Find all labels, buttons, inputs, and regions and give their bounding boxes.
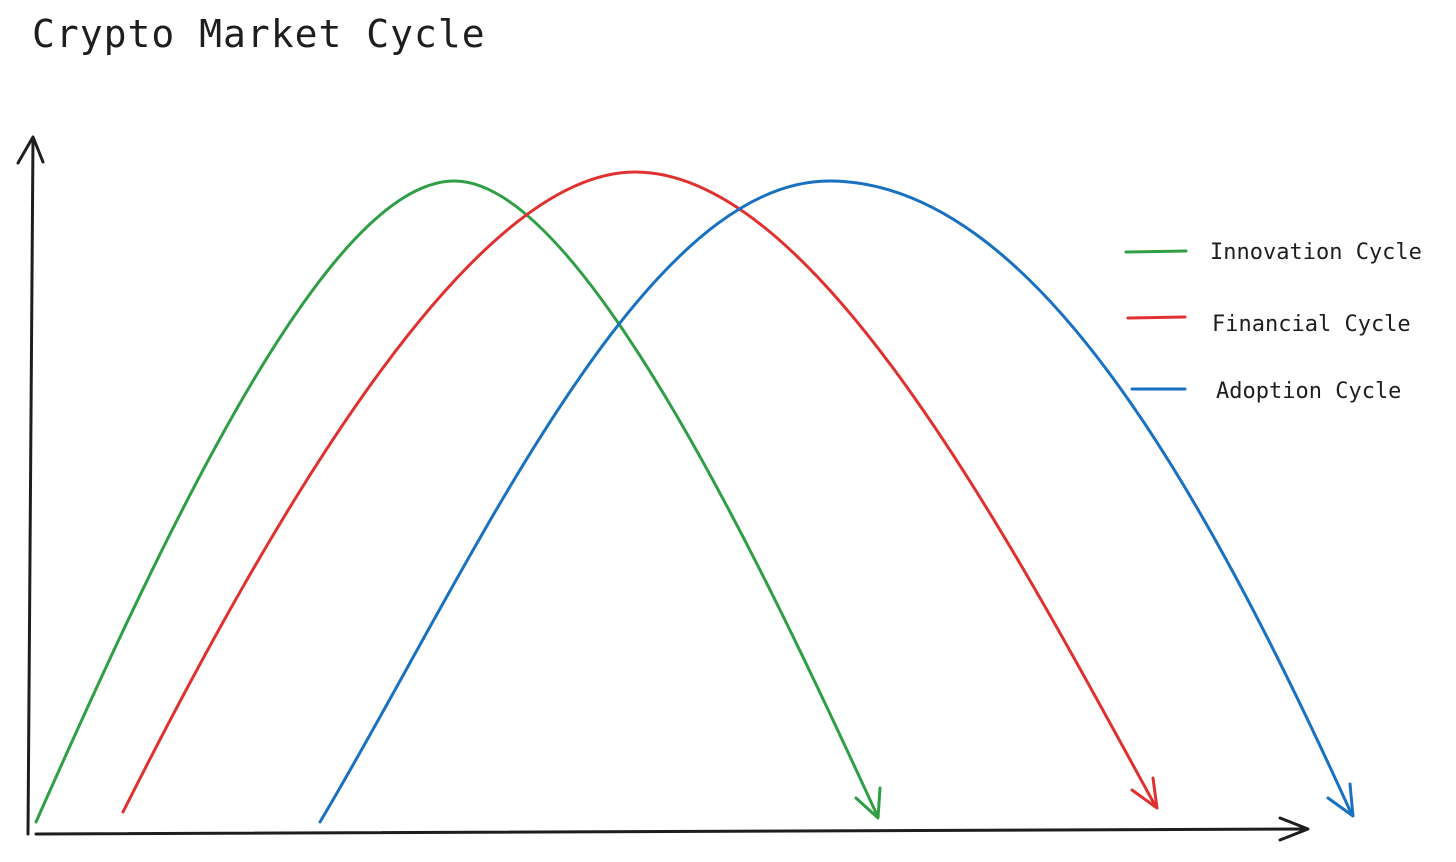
legend-item-financial: Financial Cycle xyxy=(1126,312,1411,337)
legend-item-innovation: Innovation Cycle xyxy=(1124,240,1422,265)
adoption-cycle-curve xyxy=(318,179,1355,824)
adoption-cycle-line xyxy=(318,179,1354,824)
legend-label-innovation: Innovation Cycle xyxy=(1210,240,1422,265)
legend-label-financial: Financial Cycle xyxy=(1212,312,1411,337)
diagram-title: Crypto Market Cycle xyxy=(32,12,486,56)
financial-cycle-line xyxy=(121,170,1158,814)
legend-label-adoption: Adoption Cycle xyxy=(1216,379,1401,404)
x-axis-arrowhead xyxy=(1278,816,1310,842)
legend-swatch-innovation xyxy=(1124,249,1188,254)
innovation-cycle-curve xyxy=(34,179,882,824)
y-axis xyxy=(16,135,45,836)
x-axis-line xyxy=(34,827,1308,836)
adoption-cycle-arrowhead xyxy=(1326,782,1355,818)
innovation-cycle-line xyxy=(34,179,879,824)
innovation-cycle-arrowhead xyxy=(854,786,882,820)
legend-item-adoption: Adoption Cycle xyxy=(1130,379,1401,404)
x-axis xyxy=(34,816,1310,842)
legend-swatch-financial xyxy=(1126,315,1187,320)
financial-cycle-arrowhead xyxy=(1130,776,1159,810)
financial-cycle-curve xyxy=(121,170,1159,814)
y-axis-arrowhead xyxy=(16,135,45,165)
legend: Innovation Cycle Financial Cycle Adoptio… xyxy=(1124,240,1422,404)
y-axis-line xyxy=(26,136,35,836)
